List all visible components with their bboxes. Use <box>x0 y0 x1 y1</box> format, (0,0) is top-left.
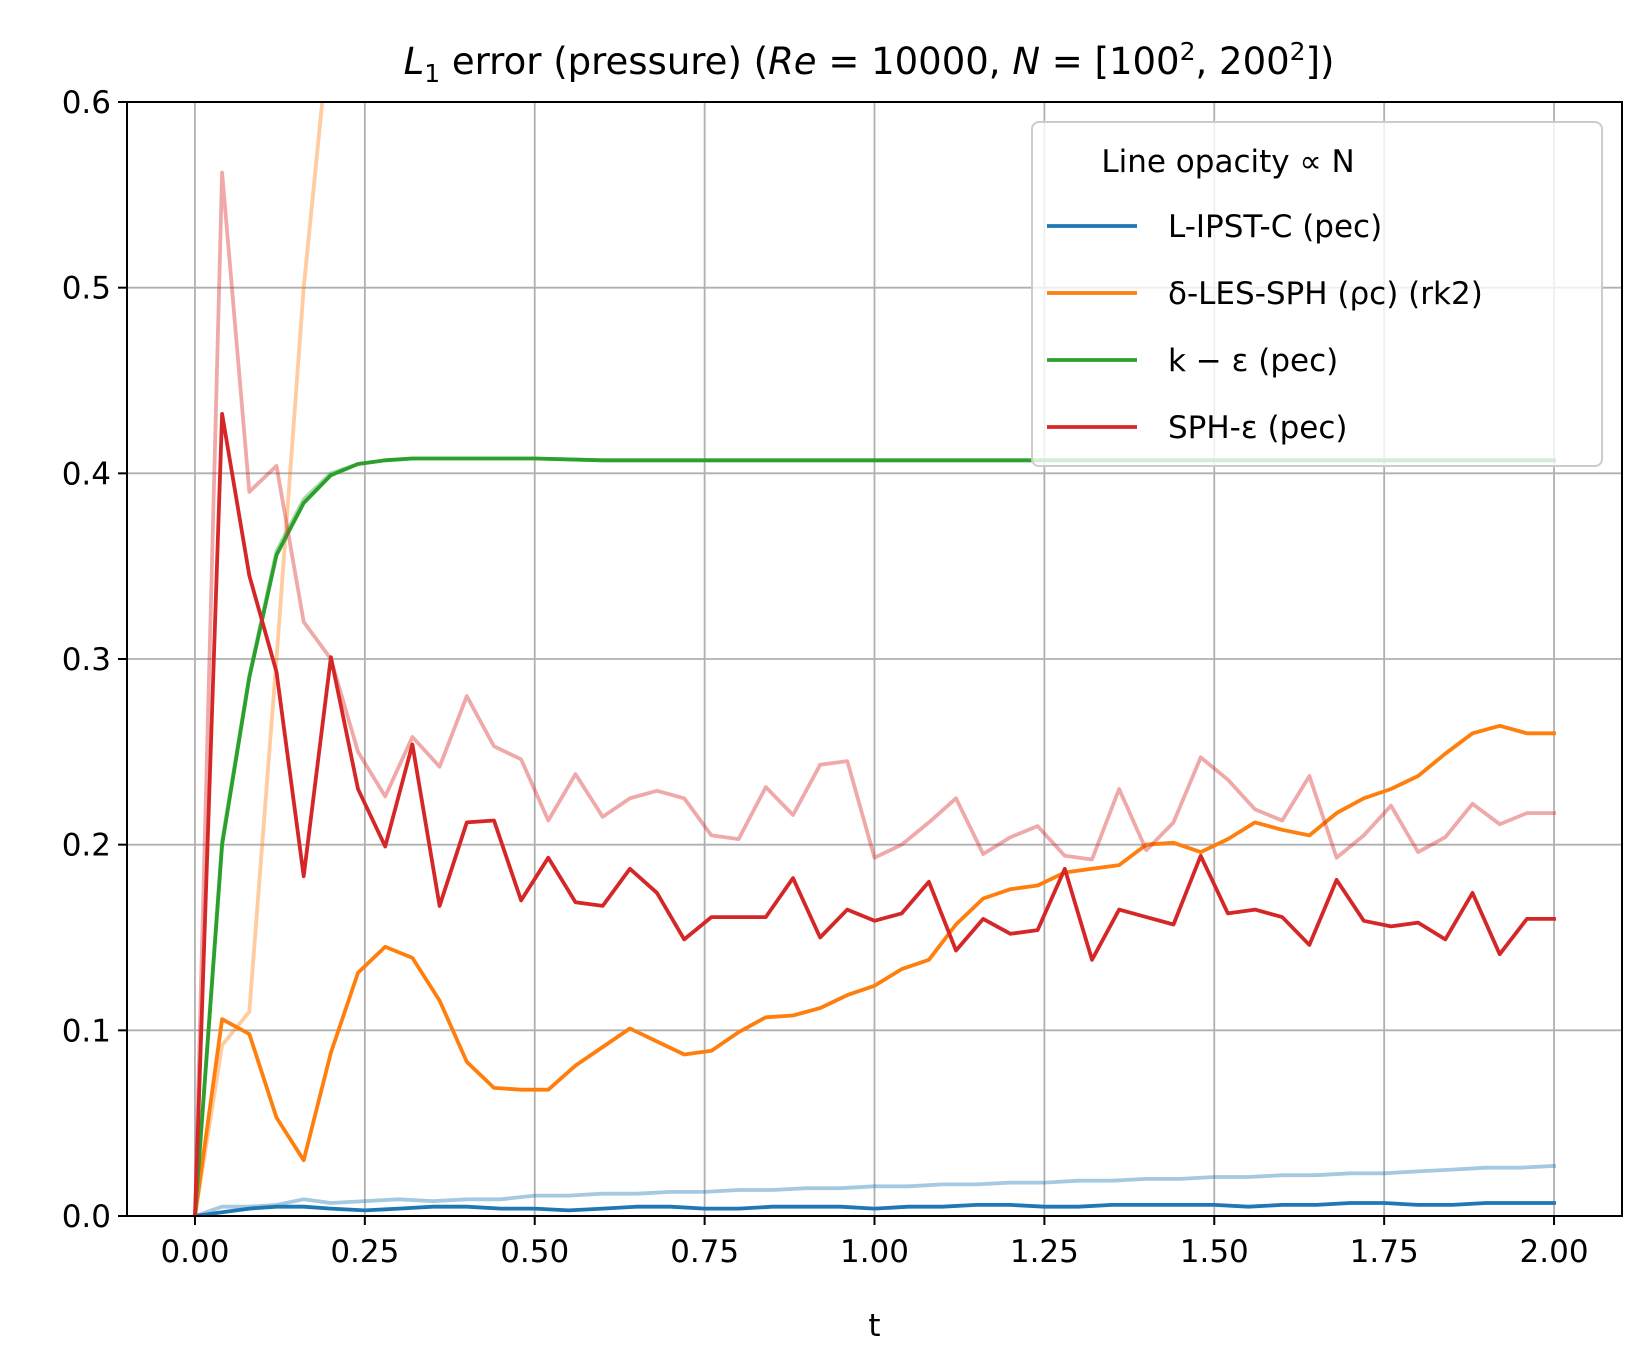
title-prefix: L <box>404 40 425 83</box>
x-tick-label: 1.50 <box>1180 1234 1249 1270</box>
title-subscript: 1 <box>424 59 440 88</box>
y-tick-label: 0.0 <box>62 1199 111 1235</box>
legend-box <box>1031 121 1603 467</box>
title-eq2: = [100 <box>1040 40 1180 83</box>
title-end: ]) <box>1306 40 1335 83</box>
title-sup1: 2 <box>1180 37 1196 66</box>
series-line-3 <box>193 723 1556 1216</box>
y-tick-label: 0.1 <box>62 1013 111 1049</box>
x-axis-label: t <box>868 1308 880 1344</box>
series-line-6 <box>193 170 1556 1216</box>
y-tick-label: 0.3 <box>62 642 111 678</box>
title-n: N <box>1012 40 1040 83</box>
legend-label: SPH-ε (pec) <box>1168 410 1347 446</box>
series-line-7 <box>193 411 1556 1216</box>
x-tick-label: 0.00 <box>160 1234 229 1270</box>
series-line-2 <box>193 102 325 1216</box>
series-line-0 <box>192 1163 1556 1216</box>
legend-label: δ-LES-SPH (ρc) (rk2) <box>1168 276 1483 312</box>
chart-title: L1 error (pressure) (Re = 10000, N = [10… <box>404 37 1335 88</box>
title-sup2: 2 <box>1290 37 1306 66</box>
tick-layer: 0.00 0.25 0.50 0.75 1.00 1.25 1.50 1.75 2.00 0.0 0… <box>62 85 1589 1270</box>
x-tick-label: 0.25 <box>330 1234 399 1270</box>
legend-title: Line opacity ∝ N <box>1101 144 1354 180</box>
series-line-1 <box>192 1201 1556 1216</box>
title-eq: = 10000, <box>817 40 1013 83</box>
legend-label: k − ε (pec) <box>1168 343 1338 379</box>
title-mid: , 200 <box>1196 40 1290 83</box>
legend-label: L-IPST-C (pec) <box>1168 209 1382 245</box>
title-re: Re <box>768 40 816 83</box>
x-tick-label: 2.00 <box>1520 1234 1589 1270</box>
y-tick-label: 0.2 <box>62 828 111 864</box>
x-tick-label: 0.50 <box>500 1234 569 1270</box>
legend: Line opacity ∝ N L-IPST-C (pec) δ-LES-SPH… <box>1031 121 1603 467</box>
title-main: error (pressure) ( <box>440 40 768 83</box>
x-tick-label: 1.75 <box>1350 1234 1419 1270</box>
x-tick-label: 1.00 <box>840 1234 909 1270</box>
y-tick-label: 0.4 <box>62 456 111 492</box>
x-tick-label: 0.75 <box>670 1234 739 1270</box>
y-tick-label: 0.5 <box>62 271 111 307</box>
legend-entries: L-IPST-C (pec) δ-LES-SPH (ρc) (rk2) k − ε … <box>1047 209 1483 446</box>
y-tick-label: 0.6 <box>62 85 111 121</box>
x-tick-label: 1.25 <box>1010 1234 1079 1270</box>
